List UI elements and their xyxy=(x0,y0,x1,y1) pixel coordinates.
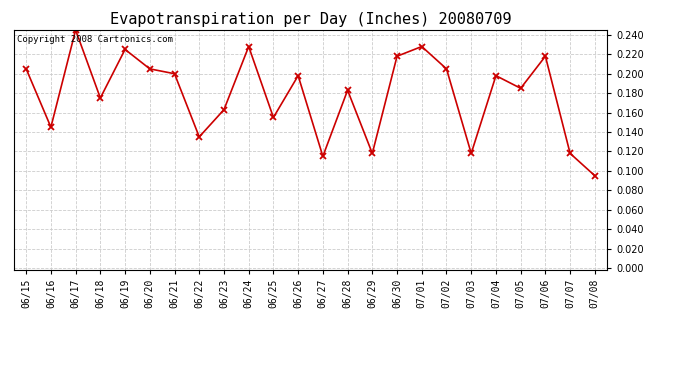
Title: Evapotranspiration per Day (Inches) 20080709: Evapotranspiration per Day (Inches) 2008… xyxy=(110,12,511,27)
Text: Copyright 2008 Cartronics.com: Copyright 2008 Cartronics.com xyxy=(17,35,172,44)
